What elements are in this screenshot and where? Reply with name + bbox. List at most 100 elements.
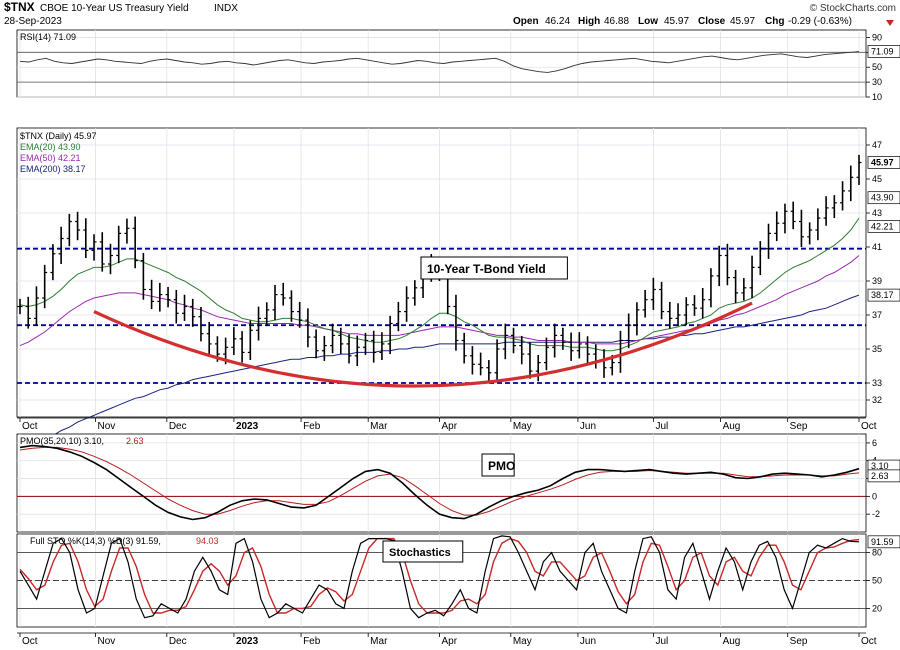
down-arrow-icon: [886, 20, 894, 26]
price-bar: [58, 226, 64, 264]
price-bar: [502, 323, 508, 360]
rounding-bottom-curve: [93, 301, 753, 388]
price-bar: [683, 297, 689, 326]
price-bar: [519, 335, 525, 365]
price-bar: [132, 216, 138, 269]
price-bar: [116, 225, 122, 264]
price-bar: [617, 330, 623, 373]
price-bar: [749, 255, 755, 298]
x-tick-label: Mar: [370, 421, 388, 432]
value-tag-box: [867, 220, 900, 233]
price-date-axis: Oct Nov Dec 2023 Feb Mar Apr May Jun Jul Aug Sep Oct: [17, 417, 877, 432]
price-bar: [140, 252, 146, 300]
x-tick-label: Sep: [790, 421, 808, 432]
price-bar: [782, 203, 788, 234]
y-tick-label: 45: [872, 174, 882, 184]
price-bar: [757, 241, 763, 276]
price-bar: [535, 354, 541, 382]
low-value: 45.97: [664, 16, 689, 27]
security-name: CBOE 10-Year US Treasury Yield: [40, 3, 189, 14]
price-bar: [733, 269, 739, 304]
x-tick-label: 2023: [236, 636, 259, 647]
price-bar: [256, 306, 262, 341]
x-tick-label: Aug: [723, 636, 741, 647]
price-bar: [321, 335, 327, 361]
price-bar: [700, 287, 706, 319]
pmo-annotation: PMO: [481, 453, 515, 477]
price-bar: [552, 323, 558, 358]
stochastics-k-line: [19, 535, 860, 619]
price-bar: [99, 232, 105, 272]
rsi-line: [19, 51, 860, 73]
value-tag-box: [867, 469, 900, 483]
pmo-legend: PMO(35,20,10) 3.10,: [20, 436, 104, 446]
open-value: 46.24: [545, 16, 570, 27]
price-bar: [165, 286, 171, 308]
price-bar: [206, 321, 212, 355]
low-label: Low: [638, 16, 658, 27]
y-tick-label: 50: [872, 576, 882, 586]
price-bar: [848, 165, 854, 202]
price-bar: [585, 336, 591, 365]
x-tick-label: Oct: [22, 421, 38, 432]
price-bar: [75, 211, 81, 241]
price-bar: [716, 245, 722, 287]
x-tick-label: Oct: [861, 421, 877, 432]
rsi-legend: RSI(14) 71.09: [20, 32, 76, 42]
y-tick-label: 33: [872, 378, 882, 388]
price-bar: [659, 281, 665, 320]
price-bar: [741, 278, 747, 301]
price-bar: [642, 290, 648, 318]
price-bar: [395, 301, 401, 332]
y-tick-label: 47: [872, 140, 882, 150]
value-tag-box: [867, 45, 900, 58]
price-bar: [354, 335, 360, 366]
price-bar: [280, 282, 286, 306]
price-bar: [272, 284, 278, 321]
price-annotation: 10-Year T-Bond Yield: [420, 256, 568, 280]
ema20-legend: EMA(20) 43.90: [20, 142, 81, 152]
price-bar: [25, 296, 31, 329]
price-bar: [560, 327, 566, 350]
x-tick-label: Oct: [861, 636, 877, 647]
watermark: © StockCharts.com: [810, 3, 896, 14]
price-bar: [486, 360, 492, 383]
price-bar: [494, 339, 500, 381]
x-tick-label: Jul: [655, 636, 668, 647]
x-tick-label: 2023: [236, 421, 259, 432]
price-bar: [173, 290, 179, 324]
y-tick-label: 10: [872, 92, 882, 102]
price-bar: [190, 298, 196, 327]
change-value: -0.29 (-0.63%): [788, 16, 852, 27]
y-tick-label: 35: [872, 344, 882, 354]
price-bar: [379, 332, 385, 361]
y-tick-label: 37: [872, 310, 882, 320]
exchange-label: INDX: [214, 3, 238, 14]
stochastics-d-legend: 94.03: [196, 536, 219, 546]
x-tick-label: Feb: [303, 636, 321, 647]
bottom-date-axis: Oct Nov Dec 2023 Feb Mar Apr May Jun Jul Aug Sep Oct: [17, 632, 877, 647]
price-bar: [856, 154, 862, 185]
price-bar: [33, 286, 39, 327]
x-tick-label: Aug: [723, 421, 741, 432]
price-bar: [404, 286, 410, 322]
y-tick-label: 30: [872, 77, 882, 87]
quote-bar: Open 46.24 High 46.88 Low 45.97 Close 45…: [513, 16, 894, 27]
price-bar: [124, 218, 130, 244]
y-tick-label: 50: [872, 62, 882, 72]
price-bar: [412, 280, 418, 306]
price-bar: [469, 346, 475, 375]
chart-date: 28-Sep-2023: [4, 16, 62, 27]
y-tick-label: 90: [872, 32, 882, 42]
high-label: High: [578, 16, 600, 27]
stochastics-annotation: Stochastics: [382, 540, 464, 563]
price-bar: [766, 223, 772, 259]
x-tick-label: Nov: [98, 636, 116, 647]
pmo-frame: [16, 433, 867, 533]
price-bar: [840, 181, 846, 211]
price-bar: [675, 303, 681, 327]
value-tag-box: [867, 156, 900, 169]
value-tag-label: 91.59: [871, 537, 894, 547]
